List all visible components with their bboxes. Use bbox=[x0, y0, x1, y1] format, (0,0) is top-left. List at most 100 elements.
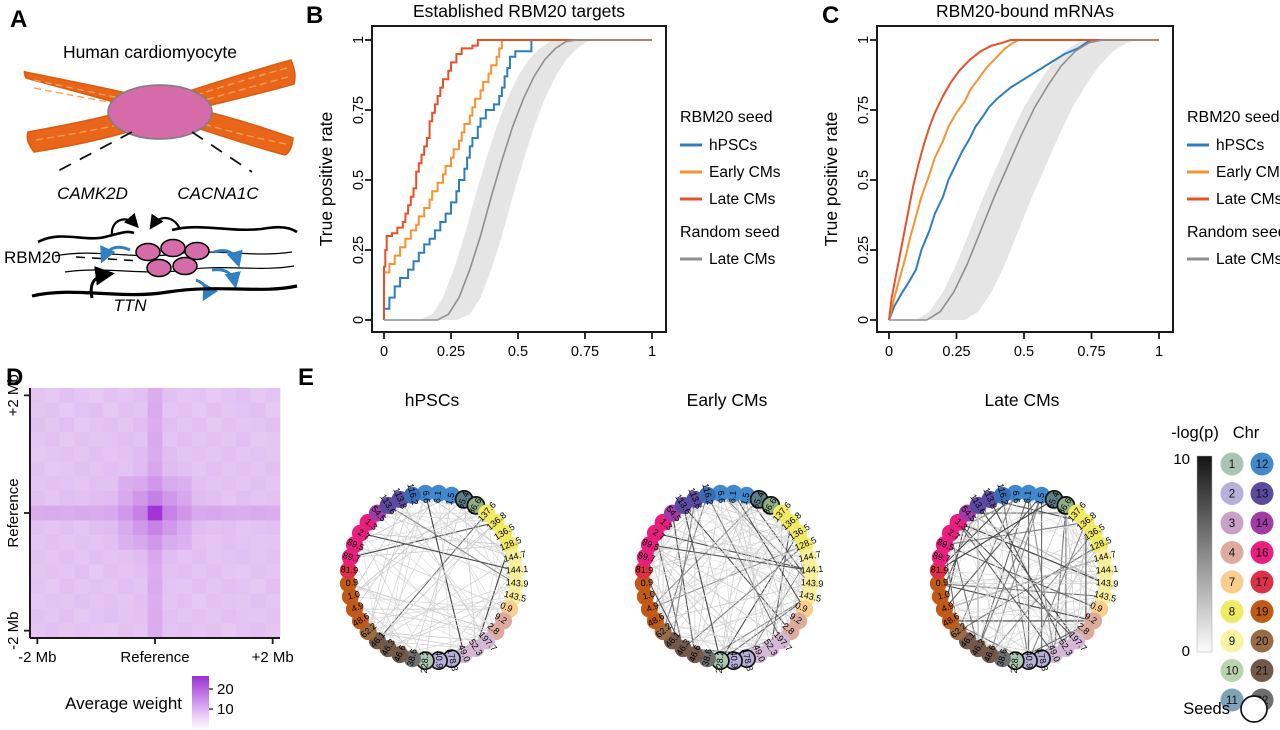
heatmap-cell bbox=[59, 520, 75, 536]
network-node bbox=[403, 486, 421, 504]
heatmap-cell bbox=[162, 535, 178, 551]
legend-entry-label: Late CMs bbox=[1216, 191, 1280, 208]
network-node-label: 0.9 bbox=[640, 577, 653, 588]
network-node bbox=[634, 575, 652, 593]
average-weight-heatmap: -2 Mb +2 Mb Reference Reference +2 Mb -2 Mb 20… bbox=[5, 374, 294, 730]
heatmap-cell bbox=[250, 564, 266, 580]
network-edge bbox=[938, 583, 1104, 598]
network-node-label: 81.9 bbox=[635, 564, 653, 575]
heatmap-cell bbox=[88, 608, 104, 624]
network-node-label: 116.2 bbox=[405, 482, 420, 506]
heatmap-cell bbox=[191, 417, 207, 433]
roc-established-chart: Established RBM20 targets 0 0 0.25 0.25 0.5 0.… bbox=[316, 1, 781, 388]
network-edge bbox=[349, 495, 413, 597]
heatmap-cell bbox=[103, 461, 119, 477]
y-axis-title: True positive rate bbox=[821, 112, 841, 247]
heatmap-cell bbox=[235, 549, 251, 565]
heatmap-cell bbox=[191, 490, 207, 506]
network-edge bbox=[944, 557, 1104, 610]
chr-legend-circle bbox=[1220, 600, 1244, 623]
network-edge bbox=[438, 493, 452, 659]
chr-legend-circle bbox=[1220, 541, 1244, 564]
heatmap-cell bbox=[59, 388, 75, 404]
network-edge bbox=[977, 495, 1043, 649]
heatmap-cell bbox=[44, 564, 60, 580]
heatmap-cell bbox=[59, 564, 75, 580]
heatmap-cell bbox=[44, 593, 60, 609]
colorbar-tick-label: 10 bbox=[217, 701, 234, 718]
network-edge bbox=[746, 557, 810, 659]
x-tick-label: 0.25 bbox=[437, 344, 465, 360]
network-node bbox=[698, 486, 716, 504]
network-node-label: 1.0 bbox=[347, 589, 362, 602]
chr-legend-number: 16 bbox=[1256, 548, 1269, 560]
heatmap-cell bbox=[59, 593, 75, 609]
heatmap-cell bbox=[118, 490, 134, 506]
roc-curve-late-cms bbox=[888, 39, 1159, 321]
heatmap-cell bbox=[118, 446, 134, 462]
network-node-label: 144.1 bbox=[505, 564, 528, 576]
heatmap-cell bbox=[44, 579, 60, 595]
network-edge bbox=[360, 532, 426, 661]
heatmap-cell bbox=[177, 402, 193, 418]
heatmap-cell bbox=[221, 579, 237, 595]
heatmap-cell bbox=[265, 388, 281, 404]
heatmap-cell bbox=[118, 579, 134, 595]
network-edge bbox=[649, 544, 811, 571]
heatmap-cell bbox=[177, 388, 193, 404]
legend-entry-label: Late CMs bbox=[1216, 251, 1280, 268]
legend-group-title: RBM20 seed bbox=[1187, 109, 1280, 126]
heatmap-cell bbox=[147, 579, 163, 595]
network-edge bbox=[938, 498, 1055, 571]
network-edge bbox=[354, 494, 452, 546]
heatmap-cell bbox=[147, 490, 163, 506]
heatmap-cell bbox=[177, 505, 193, 521]
network-edge bbox=[663, 631, 782, 642]
heatmap-cell bbox=[44, 549, 60, 565]
heatmap-cell bbox=[162, 388, 178, 404]
heatmap-cell bbox=[221, 535, 237, 551]
heatmap-cell bbox=[265, 608, 281, 624]
heatmap-cell bbox=[221, 476, 237, 492]
heatmap-cell bbox=[206, 388, 222, 404]
heatmap-cell bbox=[235, 461, 251, 477]
network-node-label: 38.6 bbox=[995, 648, 1009, 667]
network-edge bbox=[694, 493, 721, 655]
heatmap-cell bbox=[265, 417, 281, 433]
network-node bbox=[507, 575, 525, 593]
heatmap-cell bbox=[265, 476, 281, 492]
gene-label-camk2d: CAMK2D bbox=[57, 184, 128, 203]
panel-a-letter: A bbox=[10, 6, 28, 33]
heatmap-cell bbox=[30, 476, 46, 492]
heatmap-cell bbox=[88, 593, 104, 609]
heatmap-cell bbox=[103, 505, 119, 521]
heatmap-cell bbox=[265, 402, 281, 418]
heatmap-cell bbox=[206, 520, 222, 536]
heatmap-cell bbox=[162, 461, 178, 477]
panel-e-letter: E bbox=[298, 364, 315, 391]
heatmap-cell bbox=[191, 564, 207, 580]
heatmap-cell bbox=[74, 505, 90, 521]
network-node-label: 6.1 bbox=[727, 490, 738, 503]
heatmap-cell bbox=[191, 623, 207, 639]
network-node-label: 89.7 bbox=[932, 550, 951, 564]
heatmap-cell bbox=[177, 579, 193, 595]
network-edge bbox=[360, 532, 516, 571]
y-tick-label: 0.25 bbox=[351, 236, 367, 264]
y-tick-label: +2 Mb bbox=[5, 374, 22, 416]
panel-d-letter: D bbox=[6, 364, 24, 391]
network-edge bbox=[662, 522, 792, 632]
network-edge bbox=[649, 544, 760, 655]
heatmap-cell bbox=[221, 461, 237, 477]
heatmap-cell bbox=[88, 535, 104, 551]
network-edge bbox=[475, 533, 504, 649]
heatmap-cell bbox=[30, 549, 46, 565]
heatmap-cell bbox=[250, 490, 266, 506]
network-node bbox=[1097, 561, 1115, 579]
heatmap-cell bbox=[177, 564, 193, 580]
heatmap-cell bbox=[235, 623, 251, 639]
chart-title: Established RBM20 targets bbox=[413, 1, 625, 21]
heatmap-cell bbox=[74, 564, 90, 580]
rbm20-pointer-dash bbox=[75, 256, 141, 262]
heatmap-cell bbox=[118, 520, 134, 536]
